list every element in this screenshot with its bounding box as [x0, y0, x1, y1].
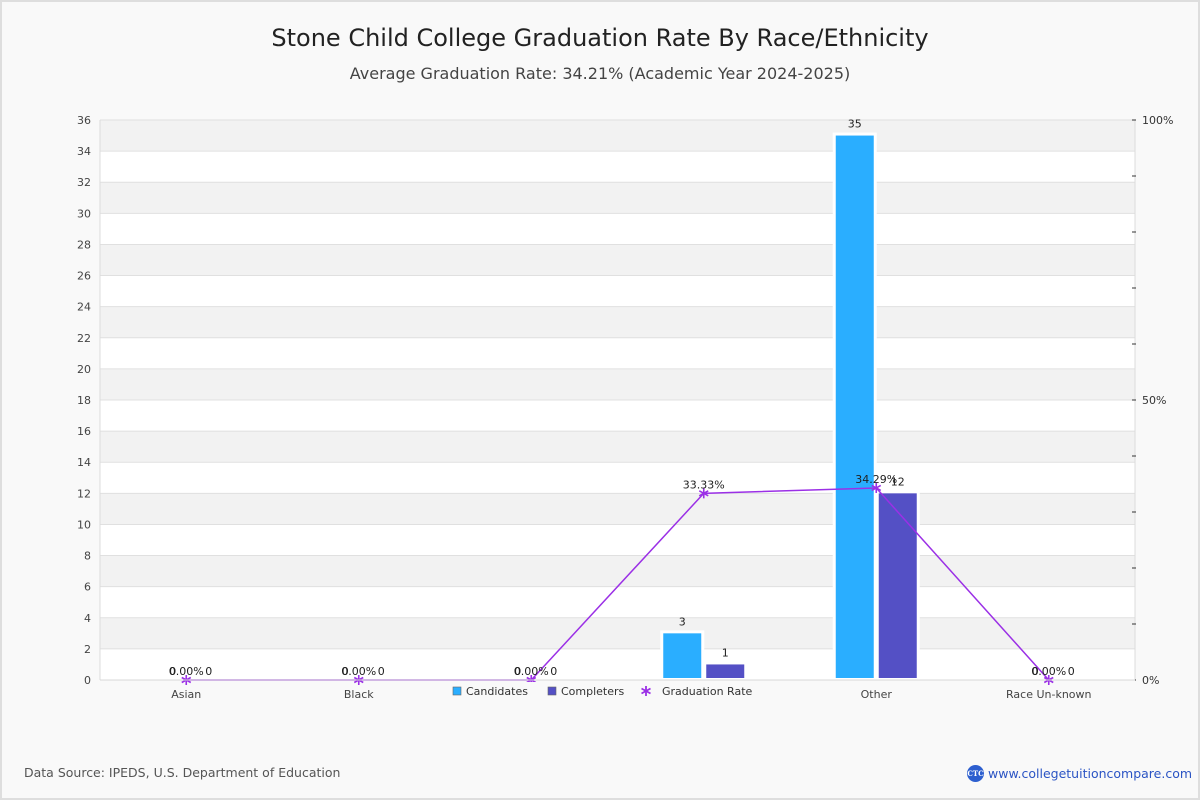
legend: Candidates Completers Graduation Rate [445, 682, 760, 702]
y-tick-label: 6 [84, 581, 91, 594]
x-tick-label: Black [344, 688, 374, 701]
grid-band [100, 337, 1135, 369]
grid-band [100, 244, 1135, 276]
rate-label: 0.00% [514, 665, 549, 678]
y-tick-label: 8 [84, 550, 91, 563]
y-tick-label: 22 [77, 332, 91, 345]
grid-band [100, 431, 1135, 463]
asterisk-marker-icon [641, 686, 651, 696]
bar-candidates-label: 3 [679, 615, 686, 628]
bar-candidates [835, 135, 874, 679]
legend-label: Candidates [466, 685, 528, 698]
bar-candidates-label: 0 [514, 665, 521, 678]
rate-label: 0.00% [1031, 665, 1066, 678]
rate-label: 0.00% [341, 665, 376, 678]
y-tick-label: 0 [84, 674, 91, 687]
grid-band [100, 524, 1135, 556]
x-tick-label: Race Un-known [1006, 688, 1092, 701]
legend-item-completers[interactable]: Completers [547, 685, 625, 698]
x-axis: Asian Black Other Race Un-known [100, 679, 1135, 701]
bar-candidates-label: 0 [342, 665, 349, 678]
y-tick-label: 2 [84, 643, 91, 656]
grid-band [100, 586, 1135, 618]
y-tick-label: 4 [84, 612, 91, 625]
data-source: Data Source: IPEDS, U.S. Department of E… [24, 765, 341, 780]
legend-background [445, 682, 760, 702]
grid-band [100, 648, 1135, 680]
grid-band [100, 275, 1135, 307]
brand-url[interactable]: www.collegetuitioncompare.com [988, 766, 1193, 781]
rate-label: 33.33% [683, 478, 725, 491]
bar-completers-label: 0 [550, 665, 557, 678]
grid-band [100, 120, 1135, 152]
bar-candidates [663, 633, 702, 678]
grid-band [100, 400, 1135, 432]
legend-label: Completers [561, 685, 625, 698]
y-tick-label: 12 [77, 487, 91, 500]
y-tick-label: 30 [77, 207, 91, 220]
y-tick-label: 32 [77, 176, 91, 189]
y-tick-label: 36 [77, 114, 91, 127]
rate-marker [698, 488, 709, 499]
grid-band [100, 368, 1135, 400]
bar-candidates-label: 0 [169, 665, 176, 678]
rate-marker [871, 482, 882, 493]
y-tick-label: 28 [77, 238, 91, 251]
x-tick-label: Other [861, 688, 893, 701]
bar-completers-label: 0 [1068, 665, 1075, 678]
bar-completers-label: 12 [891, 475, 905, 488]
rate-label: 0.00% [169, 665, 204, 678]
bar-candidates-label: 0 [1032, 665, 1039, 678]
grid-band [100, 493, 1135, 525]
grid-band [100, 555, 1135, 587]
bar-completers-label: 0 [205, 665, 212, 678]
bar-completers-label: 1 [722, 646, 729, 659]
grid-bands [99, 119, 1136, 681]
chart-subtitle: Average Graduation Rate: 34.21% (Academi… [349, 64, 851, 83]
y2-tick-label: 50% [1142, 394, 1166, 407]
bar-completers [878, 493, 917, 678]
bar-completers [706, 664, 745, 678]
chart-title: Stone Child College Graduation Rate By R… [271, 24, 929, 52]
y-tick-label: 34 [77, 145, 91, 158]
grid-band [100, 306, 1135, 338]
y-tick-label: 26 [77, 270, 91, 283]
ctc-logo-icon: CTC [967, 765, 984, 782]
grid-band [100, 213, 1135, 245]
bar-completers-label: 0 [378, 665, 385, 678]
completers-swatch-icon [547, 686, 557, 696]
y-tick-label: 20 [77, 363, 91, 376]
grid-band [100, 151, 1135, 183]
y-tick-label: 14 [77, 456, 91, 469]
brand-link[interactable]: CTC www.collegetuitioncompare.com [967, 765, 1192, 782]
rate-label: 34.29% [855, 473, 897, 486]
legend-label: Graduation Rate [662, 685, 753, 698]
y2-tick-label: 100% [1142, 114, 1173, 127]
x-tick-label: Asian [171, 688, 201, 701]
y2-tick-label: 0% [1142, 674, 1159, 687]
grid-band [100, 617, 1135, 649]
candidates-swatch-icon [452, 686, 462, 696]
y-axis-right: 0% 50% 100% [1132, 114, 1173, 687]
bars [660, 132, 920, 681]
y-tick-label: 16 [77, 425, 91, 438]
bar-candidates-label: 35 [848, 118, 862, 131]
y-tick-label: 18 [77, 394, 91, 407]
legend-item-candidates[interactable]: Candidates [452, 685, 528, 698]
legend-item-graduation-rate[interactable]: Graduation Rate [641, 685, 753, 698]
grid-band [100, 462, 1135, 494]
y-tick-label: 24 [77, 301, 91, 314]
y-tick-label: 10 [77, 518, 91, 531]
grid-band [100, 182, 1135, 214]
